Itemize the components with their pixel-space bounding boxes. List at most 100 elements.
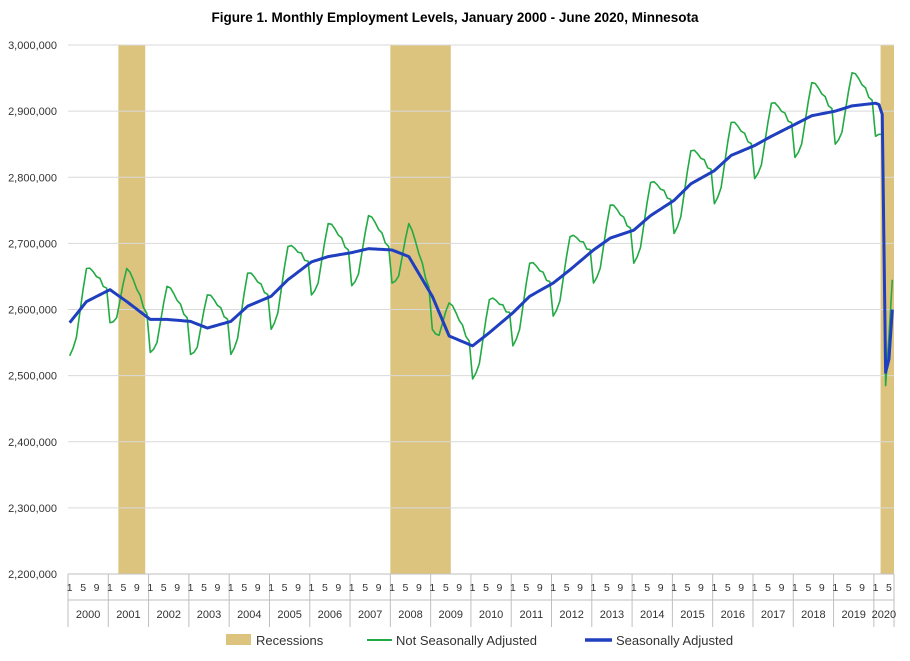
x-month-tick-label: 5 — [483, 582, 489, 594]
x-month-tick-label: 1 — [631, 582, 637, 594]
x-month-tick-label: 9 — [456, 582, 462, 594]
x-month-tick-label: 1 — [510, 582, 516, 594]
x-year-label: 2001 — [116, 609, 140, 621]
x-month-tick-label: 9 — [376, 582, 382, 594]
x-month-tick-label: 5 — [201, 582, 207, 594]
x-month-tick-label: 9 — [738, 582, 744, 594]
x-year-label: 2007 — [358, 609, 382, 621]
x-year-label: 2016 — [721, 609, 745, 621]
x-month-tick-label: 9 — [214, 582, 220, 594]
x-year-label: 2014 — [640, 609, 664, 621]
chart-title: Figure 1. Monthly Employment Levels, Jan… — [212, 10, 699, 25]
y-tick-label: 2,200,000 — [8, 569, 57, 581]
x-year-label: 2012 — [559, 609, 583, 621]
x-month-tick-label: 9 — [819, 582, 825, 594]
y-tick-label: 2,700,000 — [8, 238, 57, 250]
x-month-tick-label: 1 — [309, 582, 315, 594]
x-month-tick-label: 5 — [765, 582, 771, 594]
x-year-label: 2004 — [237, 609, 261, 621]
x-month-tick-label: 5 — [403, 582, 409, 594]
x-year-label: 2009 — [439, 609, 463, 621]
x-year-label: 2018 — [801, 609, 825, 621]
x-month-tick-label: 5 — [322, 582, 328, 594]
x-month-tick-label: 9 — [416, 582, 422, 594]
x-year-label: 2008 — [398, 609, 422, 621]
x-month-tick-label: 5 — [80, 582, 86, 594]
x-month-tick-label: 5 — [564, 582, 570, 594]
x-year-label: 2006 — [318, 609, 342, 621]
x-year-label: 2003 — [197, 609, 221, 621]
series-seasonally-adjusted — [68, 101, 894, 374]
x-year-label: 2002 — [156, 609, 180, 621]
series-lines — [68, 71, 894, 387]
x-month-tick-label: 9 — [174, 582, 180, 594]
x-month-tick-label: 1 — [671, 582, 677, 594]
x-year-label: 2000 — [76, 609, 100, 621]
x-year-label: 2013 — [600, 609, 624, 621]
x-month-tick-label: 9 — [134, 582, 140, 594]
x-month-tick-label: 5 — [362, 582, 368, 594]
x-month-tick-label: 9 — [617, 582, 623, 594]
x-month-tick-label: 5 — [886, 582, 892, 594]
x-month-tick-label: 5 — [644, 582, 650, 594]
x-year-label: 2019 — [841, 609, 865, 621]
x-month-tick-label: 1 — [792, 582, 798, 594]
x-month-tick-label: 1 — [429, 582, 435, 594]
legend-recessions-label: Recessions — [256, 633, 324, 648]
x-year-label: 2005 — [277, 609, 301, 621]
legend-sa-label: Seasonally Adjusted — [616, 633, 733, 648]
x-month-tick-label: 1 — [268, 582, 274, 594]
x-year-label: 2010 — [479, 609, 503, 621]
x-month-tick-label: 5 — [282, 582, 288, 594]
x-month-tick-label: 1 — [228, 582, 234, 594]
x-month-tick-label: 1 — [107, 582, 113, 594]
x-year-label: 2011 — [520, 609, 544, 621]
x-month-tick-label: 1 — [711, 582, 717, 594]
x-month-tick-label: 9 — [698, 582, 704, 594]
x-month-tick-label: 9 — [859, 582, 865, 594]
y-tick-label: 2,800,000 — [8, 172, 57, 184]
x-month-tick-label: 9 — [577, 582, 583, 594]
series-not-seasonally-adjusted — [68, 71, 894, 387]
legend-nsa-label: Not Seasonally Adjusted — [396, 633, 537, 648]
x-month-tick-label: 9 — [779, 582, 785, 594]
x-month-tick-label: 9 — [94, 582, 100, 594]
y-tick-label: 2,500,000 — [8, 371, 57, 383]
gridlines — [68, 44, 894, 575]
x-year-label: 2017 — [761, 609, 785, 621]
x-month-tick-label: 1 — [349, 582, 355, 594]
x-month-tick-label: 5 — [604, 582, 610, 594]
x-month-tick-label: 1 — [67, 582, 73, 594]
x-month-tick-label: 1 — [591, 582, 597, 594]
x-month-tick-label: 1 — [832, 582, 838, 594]
x-month-tick-label: 5 — [443, 582, 449, 594]
x-month-tick-label: 9 — [658, 582, 664, 594]
x-month-tick-label: 9 — [497, 582, 503, 594]
x-month-tick-label: 5 — [725, 582, 731, 594]
x-month-tick-label: 5 — [523, 582, 529, 594]
legend-recessions-swatch — [226, 634, 251, 645]
legend: Recessions Not Seasonally Adjusted Seaso… — [226, 633, 733, 648]
x-month-tick-label: 5 — [161, 582, 167, 594]
x-month-tick-label: 1 — [470, 582, 476, 594]
x-month-tick-label: 9 — [255, 582, 261, 594]
y-tick-label: 2,400,000 — [8, 437, 57, 449]
x-month-tick-label: 5 — [685, 582, 691, 594]
x-month-tick-label: 1 — [188, 582, 194, 594]
x-month-tick-label: 1 — [389, 582, 395, 594]
x-month-tick-label: 5 — [805, 582, 811, 594]
x-month-tick-label: 9 — [295, 582, 301, 594]
y-tick-label: 2,600,000 — [8, 305, 57, 317]
y-tick-label: 2,900,000 — [8, 106, 57, 118]
x-month-tick-label: 1 — [752, 582, 758, 594]
x-year-label: 2020 — [872, 609, 896, 621]
x-year-label: 2015 — [680, 609, 704, 621]
x-month-tick-label: 1 — [147, 582, 153, 594]
x-month-tick-label: 5 — [241, 582, 247, 594]
x-month-tick-label: 9 — [335, 582, 341, 594]
x-month-tick-label: 1 — [873, 582, 879, 594]
x-month-tick-label: 1 — [550, 582, 556, 594]
y-tick-label: 2,300,000 — [8, 503, 57, 515]
y-tick-label: 3,000,000 — [8, 40, 57, 52]
